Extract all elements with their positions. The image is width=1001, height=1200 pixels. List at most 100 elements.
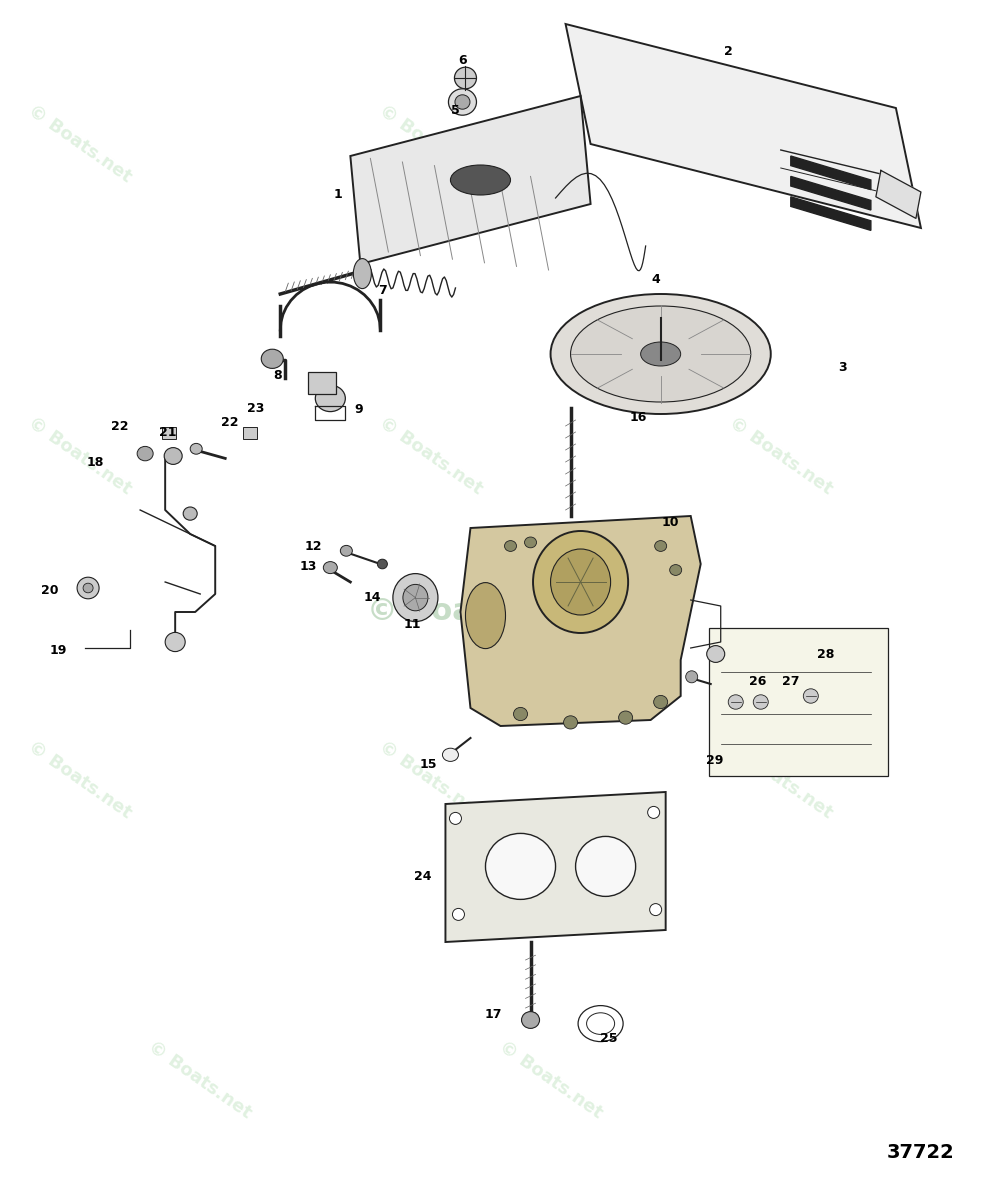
Ellipse shape xyxy=(449,812,461,824)
Text: 23: 23 xyxy=(246,402,264,414)
Text: 6: 6 xyxy=(458,54,466,66)
Polygon shape xyxy=(791,197,871,230)
Ellipse shape xyxy=(514,707,528,720)
Ellipse shape xyxy=(641,342,681,366)
Ellipse shape xyxy=(442,749,458,762)
Text: © Boats.net: © Boats.net xyxy=(495,1038,606,1122)
Text: 14: 14 xyxy=(363,592,381,604)
Ellipse shape xyxy=(655,540,667,551)
Ellipse shape xyxy=(450,164,511,194)
Ellipse shape xyxy=(183,506,197,521)
Text: 8: 8 xyxy=(273,370,281,382)
Ellipse shape xyxy=(353,258,371,288)
Text: 5: 5 xyxy=(451,104,459,116)
Polygon shape xyxy=(445,792,666,942)
Text: 3: 3 xyxy=(839,361,847,373)
Text: 17: 17 xyxy=(484,1008,503,1020)
Text: 7: 7 xyxy=(378,284,386,296)
Text: 27: 27 xyxy=(782,676,800,688)
Ellipse shape xyxy=(392,574,437,622)
Ellipse shape xyxy=(465,582,506,648)
Ellipse shape xyxy=(77,577,99,599)
Ellipse shape xyxy=(261,349,283,368)
Ellipse shape xyxy=(803,689,819,703)
Ellipse shape xyxy=(190,443,202,454)
Text: © Boats.net: © Boats.net xyxy=(726,102,836,186)
Text: 24: 24 xyxy=(413,870,431,882)
Text: 11: 11 xyxy=(403,618,421,630)
Text: © Boats.net: © Boats.net xyxy=(145,1038,255,1122)
Text: © Boats.net: © Boats.net xyxy=(726,738,836,822)
Ellipse shape xyxy=(165,632,185,652)
Ellipse shape xyxy=(551,550,611,614)
Text: 26: 26 xyxy=(749,676,767,688)
Ellipse shape xyxy=(686,671,698,683)
Polygon shape xyxy=(350,96,591,264)
FancyBboxPatch shape xyxy=(709,628,888,776)
Text: 10: 10 xyxy=(662,516,680,528)
Bar xyxy=(243,427,257,439)
Ellipse shape xyxy=(485,833,556,900)
Text: 18: 18 xyxy=(86,456,104,468)
Ellipse shape xyxy=(571,306,751,402)
Text: 37722: 37722 xyxy=(887,1142,955,1162)
Text: 22: 22 xyxy=(221,416,239,428)
Bar xyxy=(162,427,176,439)
Text: 9: 9 xyxy=(354,403,362,415)
Text: 19: 19 xyxy=(49,644,67,656)
Ellipse shape xyxy=(377,559,387,569)
Ellipse shape xyxy=(83,583,93,593)
Text: 22: 22 xyxy=(111,420,129,432)
Text: 21: 21 xyxy=(159,426,177,438)
Text: 15: 15 xyxy=(419,758,437,770)
Text: 25: 25 xyxy=(600,1032,618,1044)
Ellipse shape xyxy=(323,562,337,574)
Ellipse shape xyxy=(402,584,427,611)
Text: 13: 13 xyxy=(299,560,317,572)
Text: © Boats.net: © Boats.net xyxy=(25,102,135,186)
Ellipse shape xyxy=(137,446,153,461)
Ellipse shape xyxy=(551,294,771,414)
Polygon shape xyxy=(791,156,871,190)
Polygon shape xyxy=(460,516,701,726)
Ellipse shape xyxy=(525,538,537,547)
Text: 4: 4 xyxy=(652,274,660,286)
Ellipse shape xyxy=(448,89,476,115)
Ellipse shape xyxy=(619,710,633,725)
Ellipse shape xyxy=(454,67,476,89)
Bar xyxy=(308,372,336,394)
Text: © Boats.net: © Boats.net xyxy=(726,414,836,498)
Ellipse shape xyxy=(564,715,578,728)
Ellipse shape xyxy=(670,565,682,575)
Ellipse shape xyxy=(455,95,470,109)
Ellipse shape xyxy=(587,1013,615,1034)
Ellipse shape xyxy=(452,908,464,920)
Text: © Boats.net: © Boats.net xyxy=(25,414,135,498)
Text: 1: 1 xyxy=(334,188,342,200)
Text: 2: 2 xyxy=(725,46,733,58)
Ellipse shape xyxy=(315,385,345,412)
Text: 29: 29 xyxy=(706,755,724,767)
Polygon shape xyxy=(566,24,921,228)
Ellipse shape xyxy=(522,1012,540,1028)
Polygon shape xyxy=(791,176,871,210)
Ellipse shape xyxy=(340,545,352,556)
Text: © Boats.net: © Boats.net xyxy=(367,598,574,626)
Text: 20: 20 xyxy=(41,584,59,596)
Ellipse shape xyxy=(654,695,668,708)
Ellipse shape xyxy=(753,695,769,709)
Text: © Boats.net: © Boats.net xyxy=(375,102,485,186)
Ellipse shape xyxy=(505,540,517,551)
Ellipse shape xyxy=(728,695,743,709)
Ellipse shape xyxy=(576,836,636,896)
Polygon shape xyxy=(876,170,921,218)
Ellipse shape xyxy=(648,806,660,818)
Text: © Boats.net: © Boats.net xyxy=(25,738,135,822)
Text: © Boats.net: © Boats.net xyxy=(375,414,485,498)
Text: 28: 28 xyxy=(817,648,835,660)
Text: © Boats.net: © Boats.net xyxy=(375,738,485,822)
Ellipse shape xyxy=(533,530,629,634)
Text: 12: 12 xyxy=(304,540,322,552)
Text: 16: 16 xyxy=(630,412,648,424)
Ellipse shape xyxy=(707,646,725,662)
